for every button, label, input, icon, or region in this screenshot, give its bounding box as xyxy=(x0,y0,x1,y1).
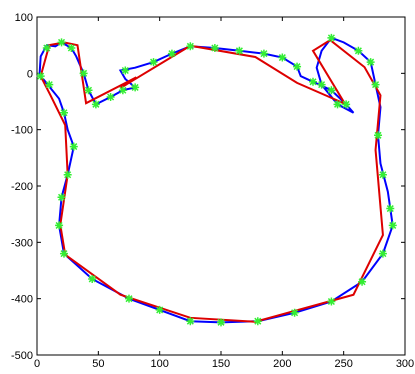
star-marker xyxy=(59,108,68,117)
star-marker xyxy=(371,80,380,89)
star-marker xyxy=(155,305,164,314)
x-tick-label: 300 xyxy=(396,358,414,370)
star-marker xyxy=(167,49,176,58)
star-marker xyxy=(327,297,336,306)
star-marker xyxy=(217,318,225,327)
x-tick-label: 250 xyxy=(334,358,352,370)
star-marker xyxy=(186,42,195,51)
x-tick-label: 50 xyxy=(92,358,104,370)
plot-area xyxy=(36,16,406,356)
star-marker xyxy=(57,193,66,202)
star-marker xyxy=(57,38,66,47)
star-marker xyxy=(67,43,76,52)
star-marker xyxy=(354,46,363,55)
y-tick-label: -200 xyxy=(11,181,33,193)
star-marker xyxy=(121,66,130,75)
y-tick-label: -300 xyxy=(11,237,33,249)
star-marker xyxy=(293,62,302,71)
star-marker xyxy=(63,170,72,179)
y-tick-label: -400 xyxy=(11,294,33,306)
star-marker xyxy=(131,83,140,92)
star-marker xyxy=(88,274,97,283)
star-marker xyxy=(235,46,244,55)
series-line xyxy=(38,36,394,324)
star-marker xyxy=(59,249,68,258)
x-tick-label: 200 xyxy=(273,358,291,370)
x-tick-label: 0 xyxy=(34,358,40,370)
star-marker xyxy=(386,204,395,213)
series-line xyxy=(39,38,384,323)
star-marker xyxy=(374,131,383,140)
star-marker xyxy=(42,43,51,52)
star-marker xyxy=(259,49,268,58)
star-marker xyxy=(366,58,375,67)
star-marker xyxy=(106,92,115,101)
star-marker xyxy=(118,86,127,95)
x-tick-label: 150 xyxy=(212,358,230,370)
star-marker xyxy=(91,100,100,109)
star-marker xyxy=(45,80,54,89)
star-marker xyxy=(210,43,219,52)
y-tick-label: 100 xyxy=(15,12,33,24)
star-marker xyxy=(79,69,88,78)
star-marker xyxy=(327,86,336,95)
x-tick-label: 100 xyxy=(150,358,168,370)
star-marker xyxy=(317,80,326,89)
star-marker xyxy=(186,317,195,326)
star-marker xyxy=(378,249,387,258)
star-marker xyxy=(327,33,336,42)
star-marker xyxy=(55,221,64,230)
star-marker xyxy=(84,86,93,95)
star-marker xyxy=(69,142,78,151)
star-marker xyxy=(253,317,262,326)
star-marker xyxy=(290,308,299,317)
y-tick-label: -500 xyxy=(11,350,33,362)
star-marker xyxy=(149,58,158,67)
star-marker xyxy=(333,100,342,109)
star-marker xyxy=(125,294,133,303)
star-marker xyxy=(378,170,387,179)
y-tick-label: 0 xyxy=(27,68,33,80)
star-marker xyxy=(358,277,367,286)
star-marker xyxy=(342,100,351,109)
y-tick-label: -100 xyxy=(11,125,33,137)
star-marker xyxy=(36,72,45,81)
star-marker xyxy=(388,221,397,230)
star-marker xyxy=(278,53,287,62)
star-marker xyxy=(309,77,317,86)
